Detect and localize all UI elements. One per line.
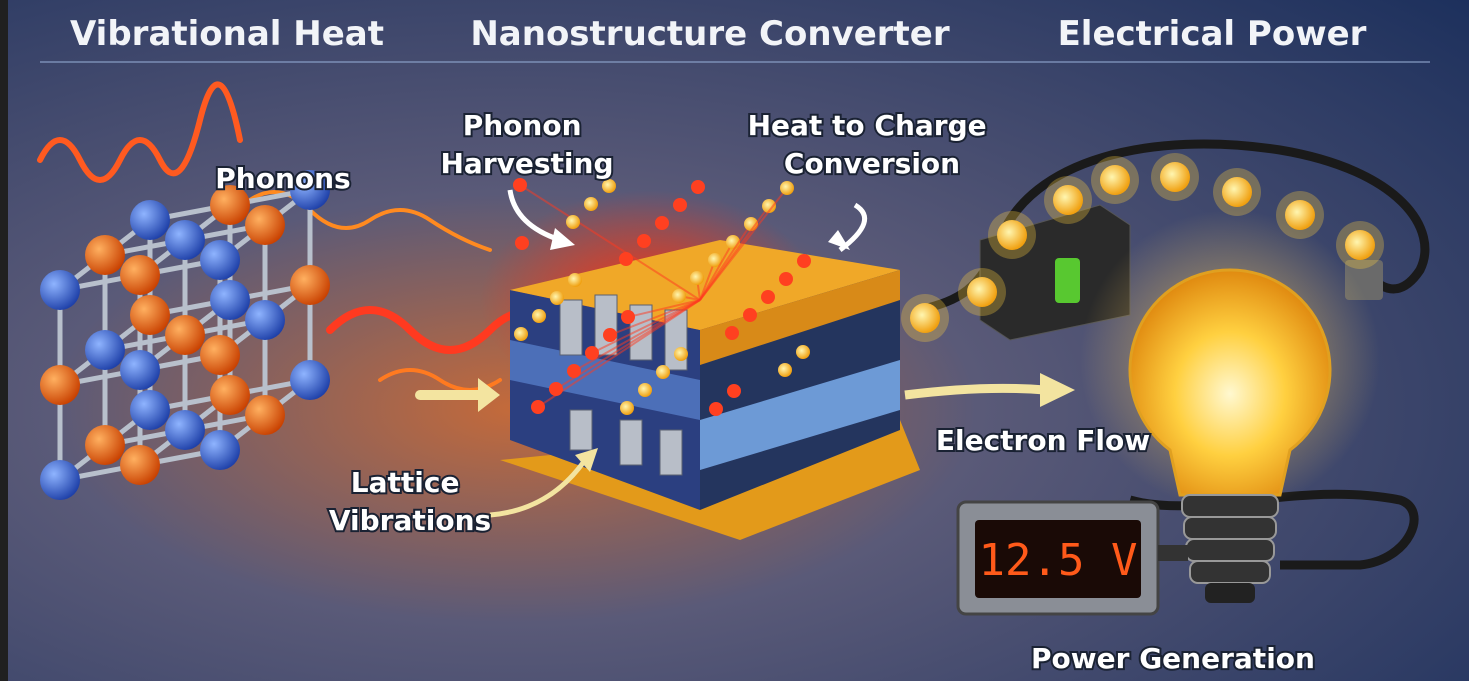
particle [779, 272, 793, 286]
electron [1345, 230, 1375, 260]
particle [709, 402, 723, 416]
atom [290, 265, 330, 305]
atom [165, 315, 205, 355]
atom [120, 255, 160, 295]
label-line: Heat to Charge [748, 109, 987, 142]
particle [673, 198, 687, 212]
particle [585, 346, 599, 360]
rect [1182, 495, 1278, 517]
particle [656, 365, 670, 379]
particle [674, 347, 688, 361]
particle [672, 289, 686, 303]
atom [120, 445, 160, 485]
section-header: Electrical Power [1058, 14, 1367, 54]
particle [602, 179, 616, 193]
particle [743, 308, 757, 322]
atom [200, 240, 240, 280]
particle [619, 252, 633, 266]
particle [566, 215, 580, 229]
label-line: Lattice [351, 466, 460, 499]
atom [40, 270, 80, 310]
rect [660, 430, 682, 475]
label: Phonons [215, 162, 350, 195]
particle [531, 400, 545, 414]
particle [568, 273, 582, 287]
electron [1222, 177, 1252, 207]
particle [514, 327, 528, 341]
atom [290, 360, 330, 400]
atom [245, 395, 285, 435]
g [1182, 495, 1278, 583]
particle [761, 290, 775, 304]
label: Power Generation [1031, 642, 1315, 675]
particle [513, 178, 527, 192]
particle [567, 364, 581, 378]
atom [40, 460, 80, 500]
atom [85, 425, 125, 465]
rect [1190, 561, 1270, 583]
atom [85, 330, 125, 370]
particle [621, 310, 635, 324]
atom [130, 390, 170, 430]
particle [532, 309, 546, 323]
particle [778, 363, 792, 377]
rect [1205, 583, 1255, 603]
atom [130, 200, 170, 240]
section-header: Vibrational Heat [70, 14, 384, 54]
particle [515, 236, 529, 250]
label-line: Vibrations [329, 504, 491, 537]
particle [690, 271, 704, 285]
particle [620, 401, 634, 415]
particle [584, 197, 598, 211]
rect [560, 300, 582, 355]
atom [120, 350, 160, 390]
atom [200, 430, 240, 470]
page: {"header": {"left": "Vibrational Heat", … [0, 0, 1469, 681]
electron [1100, 165, 1130, 195]
particle [727, 384, 741, 398]
atom [165, 410, 205, 450]
atom [245, 300, 285, 340]
electron [1160, 162, 1190, 192]
rect [1055, 258, 1080, 303]
atom [200, 335, 240, 375]
particle [725, 326, 739, 340]
label-line: Phonon [463, 109, 582, 142]
atom [210, 375, 250, 415]
particle [603, 328, 617, 342]
rect [1184, 517, 1276, 539]
illustration: Vibrational Heat Nanostructure Converter… [0, 0, 1469, 681]
atom [210, 280, 250, 320]
atom [40, 365, 80, 405]
label: Electron Flow [936, 424, 1150, 457]
atom [85, 235, 125, 275]
label-line: Conversion [784, 147, 960, 180]
particle [691, 180, 705, 194]
rect [620, 420, 642, 465]
atom [165, 220, 205, 260]
particle [549, 382, 563, 396]
particle [638, 383, 652, 397]
particle [780, 181, 794, 195]
particle [797, 254, 811, 268]
particle [637, 234, 651, 248]
electron [1053, 185, 1083, 215]
section-header: Nanostructure Converter [470, 14, 950, 54]
rect [1158, 545, 1188, 561]
meter-reading: 12.5 V [979, 535, 1138, 586]
atom [130, 295, 170, 335]
particle [655, 216, 669, 230]
rect [0, 0, 8, 681]
electron [910, 303, 940, 333]
particle [796, 345, 810, 359]
atom [245, 205, 285, 245]
particle [550, 291, 564, 305]
rect [570, 410, 592, 450]
label-line: Harvesting [440, 147, 613, 180]
electron [997, 220, 1027, 250]
rect [1186, 539, 1274, 561]
electron [967, 277, 997, 307]
